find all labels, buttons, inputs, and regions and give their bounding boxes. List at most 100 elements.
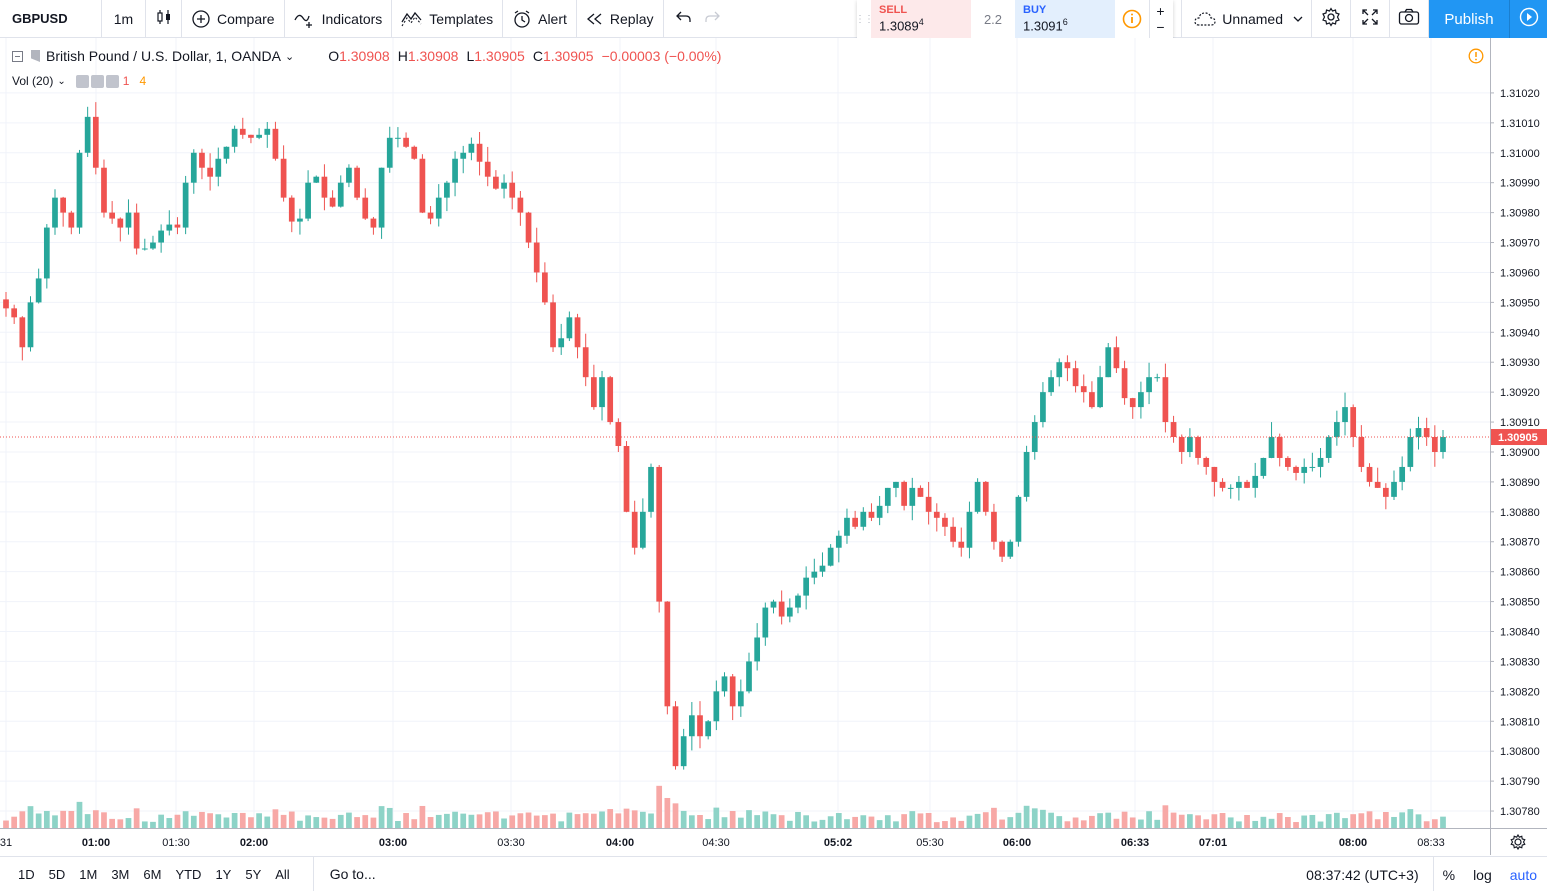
- candle-body[interactable]: [803, 577, 810, 596]
- candle-body[interactable]: [215, 158, 222, 177]
- close-icon[interactable]: [105, 74, 119, 88]
- candle-body[interactable]: [1162, 377, 1169, 423]
- candle-body[interactable]: [337, 182, 344, 207]
- data-warning-icon[interactable]: [1468, 48, 1484, 69]
- candle-body[interactable]: [1440, 437, 1446, 452]
- candle-body[interactable]: [713, 691, 720, 722]
- settings-button[interactable]: [1312, 0, 1351, 38]
- candle-body[interactable]: [313, 176, 320, 183]
- candle-body[interactable]: [558, 338, 565, 348]
- candle-body[interactable]: [884, 487, 891, 506]
- candle-body[interactable]: [231, 128, 238, 147]
- candle-body[interactable]: [248, 134, 254, 138]
- candle-body[interactable]: [974, 481, 981, 512]
- sell-button[interactable]: SELL 1.30894: [871, 0, 971, 38]
- candle-body[interactable]: [1325, 437, 1332, 458]
- candle-body[interactable]: [582, 347, 589, 378]
- volume-study-title[interactable]: Vol (20): [12, 74, 54, 88]
- candle-body[interactable]: [1301, 466, 1308, 473]
- chart-pane[interactable]: 1.31020 1.31010 1.31000 1.30990 1.30980 1.309…: [0, 38, 1547, 855]
- candle-body[interactable]: [1129, 398, 1136, 408]
- candle-body[interactable]: [631, 511, 638, 548]
- candle-body[interactable]: [1178, 437, 1185, 452]
- candle-body[interactable]: [966, 511, 973, 548]
- candle-body[interactable]: [876, 505, 883, 518]
- candle-body[interactable]: [1121, 368, 1128, 399]
- candle-body[interactable]: [150, 242, 156, 249]
- candle-body[interactable]: [1089, 392, 1095, 408]
- candle-body[interactable]: [101, 167, 107, 213]
- candle-body[interactable]: [1431, 437, 1438, 452]
- candle-body[interactable]: [403, 137, 409, 147]
- auto-scale-toggle[interactable]: auto: [1509, 866, 1537, 883]
- quantity-stepper[interactable]: + −: [1149, 0, 1171, 38]
- candle-body[interactable]: [501, 182, 507, 189]
- candle-body[interactable]: [746, 661, 752, 692]
- candle-body[interactable]: [1358, 437, 1365, 467]
- candle-body[interactable]: [1015, 496, 1022, 542]
- candle-body[interactable]: [623, 445, 630, 512]
- candle-body[interactable]: [672, 706, 679, 767]
- candle-body[interactable]: [599, 377, 605, 408]
- candle-body[interactable]: [786, 607, 793, 617]
- candle-body[interactable]: [811, 571, 818, 578]
- interval-button[interactable]: 1m: [102, 0, 146, 38]
- candle-body[interactable]: [770, 601, 777, 608]
- indicators-button[interactable]: Indicators: [285, 0, 393, 38]
- candle-body[interactable]: [933, 511, 940, 518]
- candle-body[interactable]: [427, 212, 434, 219]
- candle-body[interactable]: [1187, 437, 1193, 452]
- candle-body[interactable]: [1268, 437, 1275, 458]
- candle-body[interactable]: [182, 182, 189, 228]
- candle-body[interactable]: [109, 212, 115, 219]
- candle-body[interactable]: [125, 212, 132, 228]
- drag-handle-icon[interactable]: ⋮⋮: [855, 13, 874, 25]
- publish-button[interactable]: Publish: [1429, 0, 1509, 38]
- candle-body[interactable]: [43, 227, 50, 279]
- candle-body[interactable]: [729, 676, 736, 707]
- candle-body[interactable]: [346, 167, 352, 183]
- candle-body[interactable]: [1407, 437, 1414, 467]
- timezone-clock[interactable]: 08:37:42 (UTC+3): [1292, 857, 1434, 891]
- candle-body[interactable]: [509, 182, 516, 198]
- candle-body[interactable]: [680, 736, 687, 767]
- candle-body[interactable]: [329, 197, 336, 207]
- range-3m[interactable]: 3M: [111, 866, 130, 882]
- trading-info-icon[interactable]: [1115, 0, 1149, 38]
- symbol-search-button[interactable]: GBPUSD: [0, 0, 102, 38]
- candle-body[interactable]: [550, 302, 556, 348]
- candle-body[interactable]: [1366, 466, 1373, 482]
- log-scale-toggle[interactable]: log: [1473, 866, 1492, 883]
- candle-body[interactable]: [1342, 407, 1348, 423]
- goto-date-button[interactable]: Go to...: [312, 856, 376, 891]
- candle-body[interactable]: [386, 137, 393, 168]
- candle-body[interactable]: [1382, 487, 1389, 497]
- candle-body[interactable]: [688, 715, 695, 737]
- candle-body[interactable]: [444, 182, 450, 198]
- candle-body[interactable]: [525, 212, 532, 243]
- candle-body[interactable]: [321, 176, 328, 198]
- candle-body[interactable]: [76, 152, 83, 228]
- candle-body[interactable]: [639, 511, 646, 548]
- candle-body[interactable]: [1007, 541, 1014, 557]
- percent-scale-toggle[interactable]: %: [1442, 866, 1456, 883]
- candle-body[interactable]: [868, 511, 875, 518]
- candle-body[interactable]: [950, 526, 956, 542]
- range-1y[interactable]: 1Y: [215, 866, 232, 882]
- redo-icon[interactable]: [704, 10, 720, 27]
- candle-body[interactable]: [1072, 368, 1079, 387]
- price-chart[interactable]: 1.31020 1.31010 1.31000 1.30990 1.30980 1.309…: [0, 38, 1547, 855]
- candle-body[interactable]: [1423, 428, 1430, 438]
- candle-body[interactable]: [1415, 428, 1422, 438]
- candle-body[interactable]: [819, 565, 826, 572]
- candle-body[interactable]: [468, 143, 475, 153]
- candle-body[interactable]: [305, 182, 311, 219]
- candle-body[interactable]: [591, 377, 597, 408]
- candle-body[interactable]: [697, 715, 703, 737]
- candle-body[interactable]: [272, 128, 279, 159]
- candle-body[interactable]: [1399, 466, 1406, 482]
- candle-body[interactable]: [664, 601, 671, 707]
- candle-body[interactable]: [239, 128, 246, 135]
- range-all[interactable]: All: [275, 866, 290, 882]
- candle-body[interactable]: [1138, 392, 1144, 408]
